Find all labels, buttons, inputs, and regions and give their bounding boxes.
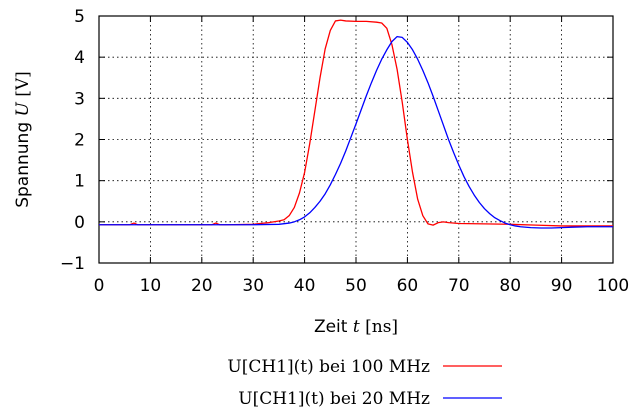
x-tick-label: 40 xyxy=(294,276,316,296)
y-axis-label-symbol: U xyxy=(13,101,33,116)
x-axis-label-symbol: t xyxy=(353,317,360,337)
y-tick-label: 0 xyxy=(74,213,85,233)
series-line-0 xyxy=(99,19,613,227)
grid-lines xyxy=(99,16,613,263)
y-tick-label: 3 xyxy=(74,89,85,109)
series-lines xyxy=(99,19,613,229)
x-tick-label: 0 xyxy=(94,276,105,296)
legend-label-20mhz: U[CH1](t) bei 20 MHz xyxy=(238,389,430,409)
x-tick-label: 60 xyxy=(397,276,419,296)
y-axis-label-prefix: Spannung xyxy=(13,116,33,207)
axis-ticks: 0 10 20 30 40 50 60 70 80 90 100 −1 0 1 2 3 4 5 xyxy=(60,7,629,296)
y-axis-label-unit: [V] xyxy=(13,71,33,102)
x-tick-label: 50 xyxy=(345,276,367,296)
series-line-1 xyxy=(99,35,613,229)
x-tick-label: 30 xyxy=(242,276,264,296)
y-tick-label: 5 xyxy=(74,7,85,27)
y-tick-label: 1 xyxy=(74,172,85,192)
y-tick-label: −1 xyxy=(60,254,85,274)
legend: U[CH1](t) bei 100 MHz U[CH1](t) bei 20 M… xyxy=(227,357,502,409)
y-axis-label: Spannung U [V] xyxy=(13,71,33,208)
x-tick-label: 10 xyxy=(140,276,162,296)
legend-label-100mhz: U[CH1](t) bei 100 MHz xyxy=(227,357,430,377)
y-tick-label: 4 xyxy=(74,48,85,68)
x-axis-label-unit: [ns] xyxy=(360,317,398,337)
x-tick-label: 90 xyxy=(551,276,573,296)
x-tick-label: 20 xyxy=(191,276,213,296)
x-axis-label: Zeit t [ns] xyxy=(314,317,398,337)
y-tick-label: 2 xyxy=(74,131,85,151)
x-axis-label-prefix: Zeit xyxy=(314,317,353,337)
x-tick-label: 100 xyxy=(597,276,629,296)
x-tick-label: 70 xyxy=(448,276,470,296)
x-tick-label: 80 xyxy=(499,276,521,296)
